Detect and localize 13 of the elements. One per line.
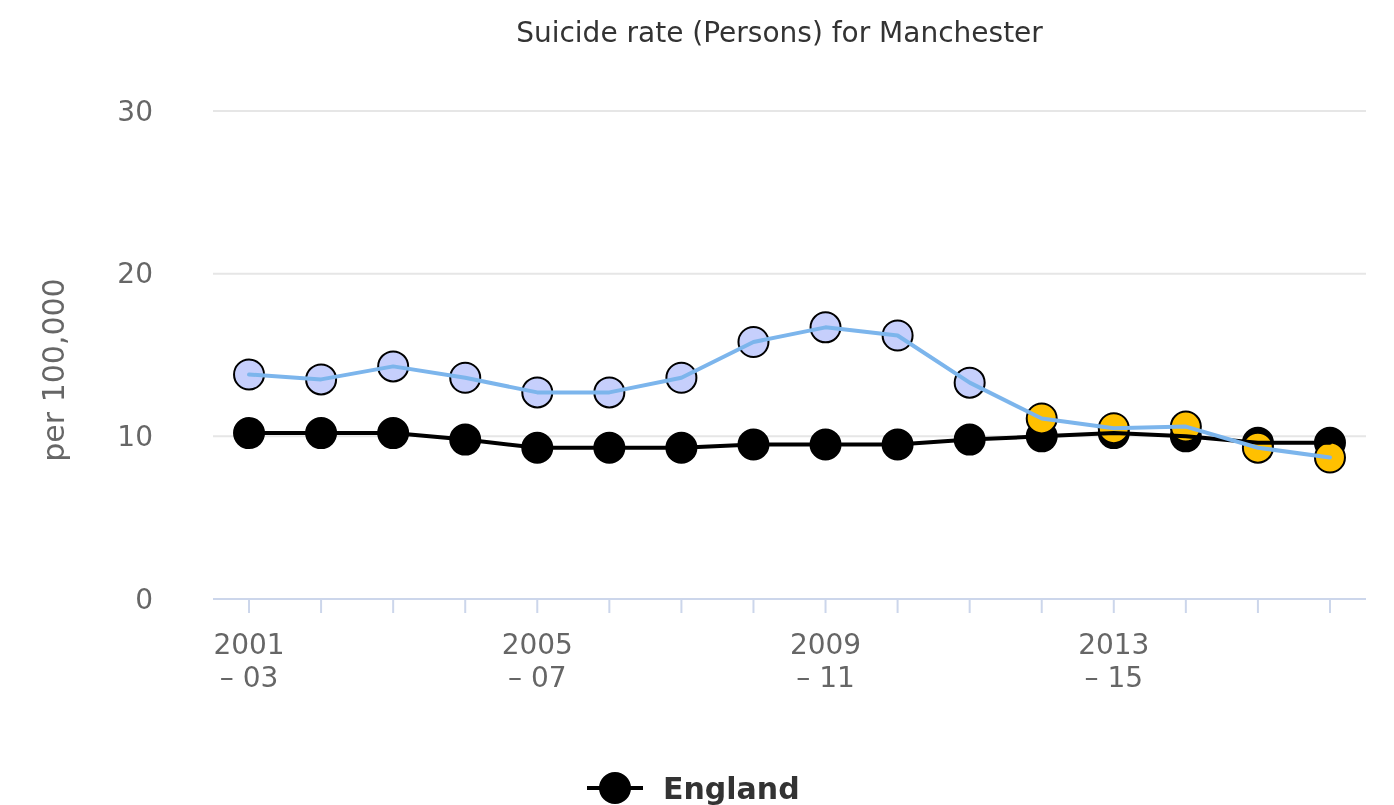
y-tick-label: 30: [117, 94, 153, 128]
y-tick-label: 10: [117, 420, 153, 454]
x-tick-label: 2001 – 03: [213, 628, 285, 694]
x-tick-label: 2005 – 07: [501, 628, 573, 694]
chart-title: Suicide rate (Persons) for Manchester: [516, 16, 1044, 49]
y-tick-label: 20: [117, 257, 153, 291]
point: [233, 358, 266, 391]
y-tick-label: 0: [135, 582, 153, 616]
x-tick-label: 2009 – 11: [789, 628, 862, 694]
legend-label: England: [663, 770, 800, 805]
y-axis-title: per 100,000: [36, 278, 71, 462]
point: [233, 417, 266, 450]
x-tick-label: 2013 – 15: [1078, 628, 1150, 694]
